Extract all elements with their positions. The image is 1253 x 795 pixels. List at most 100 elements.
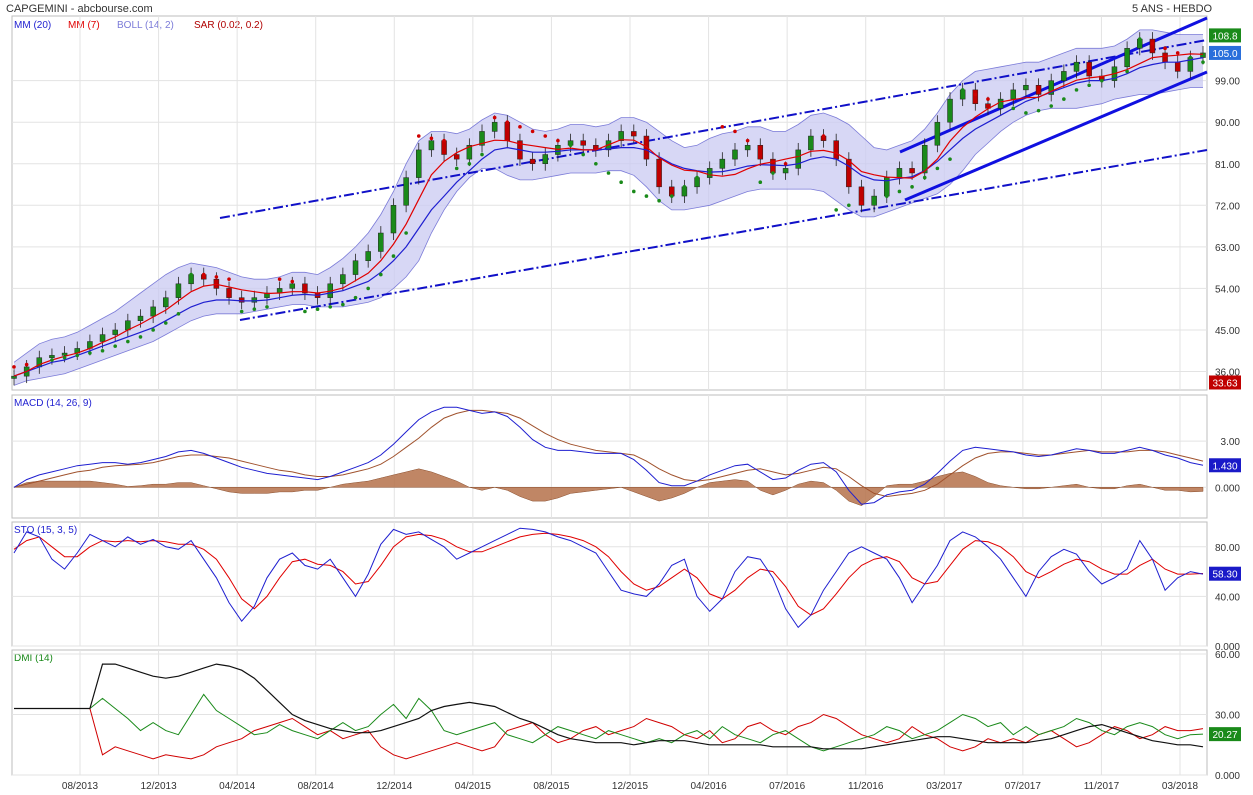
bollinger-band [14, 29, 1203, 386]
sar-dot [568, 143, 573, 148]
sar-dot [176, 312, 181, 316]
candle-body [643, 135, 650, 160]
bollinger-lower-line [13, 87, 1203, 386]
sar-dot [227, 277, 231, 281]
price-y-tick-label: 81.00 [1215, 160, 1240, 171]
sar-dot [986, 97, 990, 101]
sar-dot [518, 125, 522, 129]
sar-dot [454, 166, 459, 171]
candle-body [947, 98, 953, 123]
x-tick-label: 04/2016 [690, 781, 727, 792]
x-tick-label: 04/2015 [455, 781, 492, 792]
price-value-badge [1209, 45, 1241, 60]
price-value-badge-text: 105.0 [1212, 49, 1237, 60]
price-y-tick-label: 99.00 [1215, 77, 1240, 88]
sar-dot [581, 152, 586, 157]
sar-dot [543, 134, 548, 138]
candle-body [846, 158, 852, 188]
sar-dot [429, 136, 434, 141]
candle-body [302, 283, 308, 294]
sar-dot [859, 201, 864, 205]
sar-dot [189, 272, 193, 277]
price-y-tick-label: 63.00 [1215, 243, 1240, 254]
candle-body [61, 352, 68, 356]
sar-dot [960, 88, 965, 92]
macd-frame [11, 394, 1208, 519]
candle-body [757, 145, 764, 160]
candle-body [921, 145, 928, 174]
candle-body [1200, 52, 1206, 58]
sar-dot [50, 358, 54, 362]
candle-body [163, 297, 169, 308]
sto-y-tick-label: 80.00 [1215, 543, 1240, 554]
candle-body [1086, 61, 1092, 77]
legend-mm20: MM (20) [14, 20, 52, 31]
sar-dot [366, 286, 370, 291]
price-value-badge [1209, 375, 1241, 390]
candle-body [529, 158, 536, 165]
candle-body [1149, 38, 1156, 54]
legend-mm7: MM (7) [68, 20, 100, 31]
candle-body [428, 140, 435, 151]
sar-dot [682, 185, 687, 189]
sar-dot [1175, 51, 1180, 55]
dmi-plus-line [14, 693, 1204, 752]
sar-dot [100, 348, 105, 353]
price-y-tick-label: 54.00 [1215, 284, 1240, 295]
candle-body [631, 131, 637, 137]
x-tick-label: 12/2014 [376, 781, 413, 792]
candle-body [808, 135, 814, 151]
sar-dot [62, 355, 67, 360]
sar-dot [277, 277, 282, 281]
sto-value-badge-text: 58.30 [1212, 570, 1237, 581]
x-tick-label: 04/2014 [219, 781, 256, 792]
candle-body [1035, 85, 1042, 95]
candle-body [833, 140, 839, 160]
x-tick-label: 03/2017 [926, 781, 963, 792]
sar-dot [745, 138, 750, 143]
sto-k-line [13, 527, 1204, 629]
sar-dot [847, 203, 851, 208]
sto-value-badge [1209, 566, 1241, 581]
legend-boll: BOLL (14, 2) [117, 20, 174, 31]
sar-dot [1188, 55, 1193, 60]
candle-body [504, 121, 511, 141]
sar-dot [1024, 111, 1028, 115]
x-tick-label: 07/2016 [769, 781, 806, 792]
candle-body [934, 121, 941, 146]
sar-dot [973, 92, 978, 97]
legend-sar: SAR (0.02, 0.2) [194, 20, 263, 31]
sar-dot [1201, 60, 1205, 64]
sar-dot [113, 344, 117, 348]
sar-dot [644, 194, 649, 198]
x-tick-label: 12/2013 [140, 781, 177, 792]
period-label: 5 ANS - HEBDO [1132, 3, 1213, 15]
sar-dot [530, 129, 535, 134]
macd-value-badge [1209, 458, 1241, 473]
sar-dot [416, 134, 421, 138]
price-value-badge-text: 108.8 [1212, 31, 1237, 42]
sar-dot [12, 365, 16, 369]
sar-dot [1011, 106, 1016, 111]
candle-body [150, 306, 156, 317]
sar-dot [442, 138, 446, 143]
candle-body [466, 145, 473, 160]
sar-dot [214, 275, 219, 279]
bollinger-upper-line [13, 29, 1203, 363]
sar-dot [1100, 78, 1104, 83]
dmi-y-tick-label: 0.000 [1215, 771, 1240, 782]
macd-line [13, 406, 1204, 505]
sar-dot [75, 353, 80, 358]
sar-dot [290, 279, 295, 284]
sar-dot [556, 138, 560, 143]
sar-dot [1163, 46, 1167, 51]
candle-body [11, 375, 17, 379]
sar-dot [631, 189, 636, 194]
x-tick-label: 08/2013 [62, 781, 99, 792]
sar-dot [353, 295, 358, 300]
sar-dot [315, 307, 320, 311]
candle-body [858, 186, 865, 206]
dmi-minus-line [14, 708, 1204, 760]
sar-dot [809, 143, 813, 148]
dmi-adx-line [14, 663, 1204, 750]
